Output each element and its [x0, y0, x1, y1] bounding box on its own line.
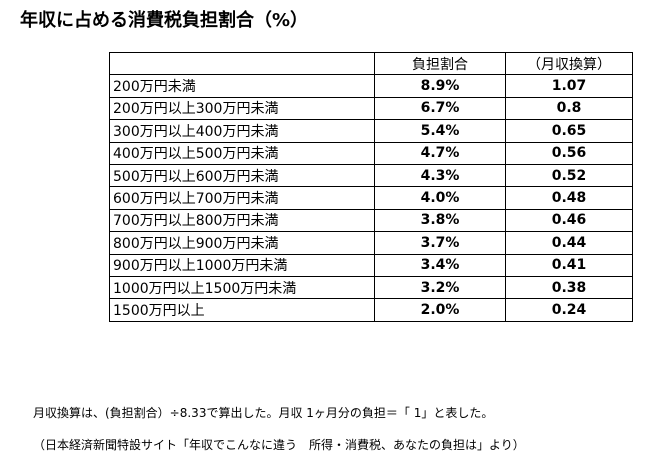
monthly-cell: 0.8	[505, 96, 633, 121]
ratio-cell: 4.0%	[374, 186, 506, 210]
table-row: 500万円以上600万円未満 4.3% 0.52	[109, 163, 633, 188]
income-cell: 700万円以上800万円未満	[109, 208, 375, 233]
table-row: 1000万円以上1500万円未満 3.2% 0.38	[109, 275, 633, 300]
page-title: 年収に占める消費税負担割合（%）	[20, 10, 309, 31]
table-row: 600万円以上700万円未満 4.0% 0.48	[109, 186, 633, 210]
note-source: （日本経済新聞特設サイト「年収でこんなに違う 所得・消費税、あなたの負担は」より…	[33, 438, 525, 452]
income-cell: 1500万円以上	[109, 298, 375, 322]
table-row: 200万円未満 8.9% 1.07	[109, 74, 633, 98]
note-calculation: 月収換算は、(負担割合）÷8.33で算出した。月収 1ヶ月分の負担＝「 1」と表…	[33, 406, 494, 420]
ratio-cell: 6.7%	[374, 96, 506, 121]
monthly-cell: 1.07	[505, 74, 633, 98]
income-cell: 200万円未満	[109, 74, 375, 98]
monthly-cell: 0.44	[505, 231, 633, 255]
income-cell: 200万円以上300万円未満	[109, 96, 375, 121]
tax-burden-table: 負担割合 （月収換算） 200万円未満 8.9% 1.07 200万円以上300万円未…	[109, 51, 633, 322]
income-cell: 1000万円以上1500万円未満	[109, 275, 375, 300]
ratio-cell: 5.4%	[374, 119, 506, 143]
monthly-cell: 0.52	[505, 163, 633, 188]
ratio-cell: 8.9%	[374, 74, 506, 98]
ratio-cell: 4.3%	[374, 163, 506, 188]
monthly-cell: 0.56	[505, 141, 633, 165]
ratio-cell: 3.2%	[374, 275, 506, 300]
monthly-cell: 0.65	[505, 119, 633, 143]
ratio-cell: 2.0%	[374, 298, 506, 322]
income-cell: 600万円以上700万円未満	[109, 186, 375, 210]
income-cell: 800万円以上900万円未満	[109, 231, 375, 255]
table-row: 200万円以上300万円未満 6.7% 0.8	[109, 96, 633, 121]
header-ratio: 負担割合	[374, 51, 506, 76]
table-row: 900万円以上1000万円未満 3.4% 0.41	[109, 253, 633, 277]
table-row: 800万円以上900万円未満 3.7% 0.44	[109, 231, 633, 255]
monthly-cell: 0.24	[505, 298, 633, 322]
table-header-row: 負担割合 （月収換算）	[109, 51, 633, 76]
income-cell: 400万円以上500万円未満	[109, 141, 375, 165]
income-cell: 900万円以上1000万円未満	[109, 253, 375, 277]
table-body: 200万円未満 8.9% 1.07 200万円以上300万円未満 6.7% 0.8 300万…	[109, 74, 633, 322]
ratio-cell: 3.4%	[374, 253, 506, 277]
header-monthly: （月収換算）	[505, 51, 633, 76]
ratio-cell: 3.7%	[374, 231, 506, 255]
table-row: 400万円以上500万円未満 4.7% 0.56	[109, 141, 633, 165]
table-row: 300万円以上400万円未満 5.4% 0.65	[109, 119, 633, 143]
monthly-cell: 0.38	[505, 275, 633, 300]
ratio-cell: 4.7%	[374, 141, 506, 165]
monthly-cell: 0.48	[505, 186, 633, 210]
monthly-cell: 0.41	[505, 253, 633, 277]
ratio-cell: 3.8%	[374, 208, 506, 233]
table-row: 1500万円以上 2.0% 0.24	[109, 298, 633, 322]
header-blank-cell	[109, 51, 375, 76]
table-row: 700万円以上800万円未満 3.8% 0.46	[109, 208, 633, 233]
income-cell: 300万円以上400万円未満	[109, 119, 375, 143]
income-cell: 500万円以上600万円未満	[109, 163, 375, 188]
monthly-cell: 0.46	[505, 208, 633, 233]
